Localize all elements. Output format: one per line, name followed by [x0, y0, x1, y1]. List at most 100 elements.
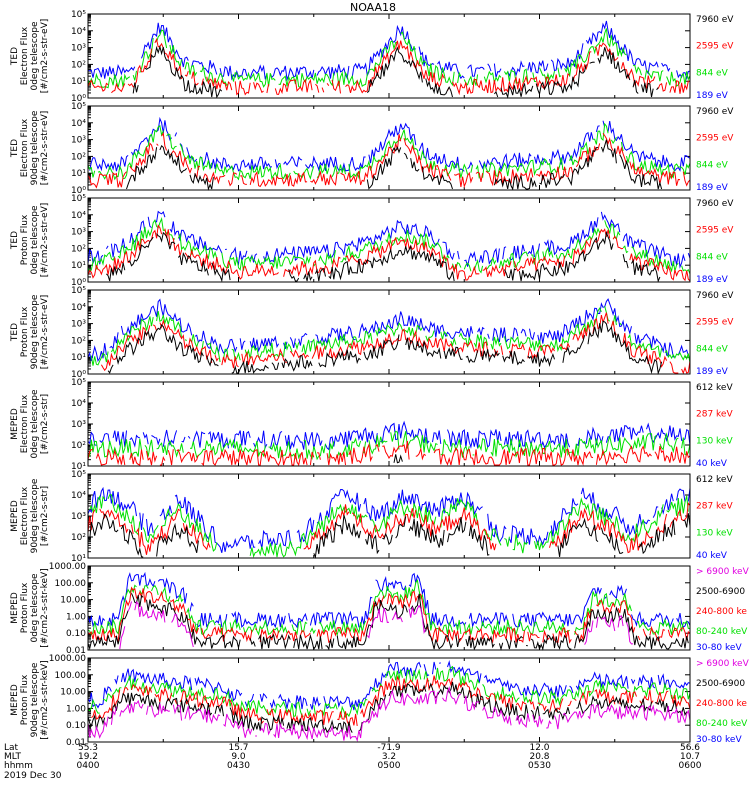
- series-line: [605, 424, 644, 443]
- series-line: [214, 704, 224, 717]
- series-line: [473, 334, 489, 349]
- series-line: [214, 163, 291, 181]
- legend-entry: > 6900 keV: [696, 567, 750, 577]
- series-line: [527, 245, 535, 258]
- series-line: [515, 700, 527, 712]
- series-line: [184, 70, 189, 77]
- series-line: [442, 241, 455, 261]
- series-line: [555, 227, 602, 263]
- series-line: [266, 83, 270, 94]
- series-line: [187, 435, 191, 439]
- series-line: [156, 29, 168, 49]
- series-line: [184, 706, 221, 725]
- legend-entry: 2595 eV: [696, 42, 734, 52]
- series-line: [206, 342, 221, 363]
- series-line: [457, 250, 460, 260]
- series-line: [597, 47, 631, 81]
- panel-frame: [87, 197, 691, 283]
- series-line: [127, 48, 152, 88]
- y-axis-label-line: TED: [10, 47, 20, 66]
- series-line: [328, 244, 455, 282]
- series-line: [177, 232, 219, 265]
- y-tick-label: 100.00: [55, 579, 87, 589]
- series-line: [110, 706, 117, 725]
- series-line: [580, 487, 651, 537]
- series-line: [482, 261, 512, 278]
- series-line: [542, 629, 550, 643]
- series-line: [498, 642, 504, 651]
- footer-row-label: 2019 Dec 30: [4, 771, 62, 781]
- series-line: [478, 247, 500, 265]
- series-line: [368, 122, 417, 164]
- series-line: [463, 262, 472, 272]
- series-line: [156, 522, 199, 557]
- series-line: [587, 320, 663, 375]
- series-line: [306, 708, 311, 717]
- series-line: [477, 438, 489, 453]
- series-line: [440, 498, 479, 528]
- series-line: [234, 80, 251, 96]
- footer-tick-lat: 56.6: [680, 743, 700, 753]
- y-tick-label: 10⁴: [71, 399, 86, 409]
- series-line: [612, 682, 630, 693]
- series-line: [602, 133, 614, 151]
- series-line: [201, 78, 204, 86]
- series-line: [435, 665, 480, 691]
- series-line: [141, 22, 189, 68]
- series-line: [127, 601, 132, 612]
- series-line: [483, 70, 502, 84]
- series-line: [365, 694, 387, 723]
- panel-5: 10¹ 10² 10³ 10⁴ 10⁵ MEPED Electron Flux 0deg te…: [10, 378, 733, 472]
- series-line: [124, 675, 139, 690]
- series-line: [626, 622, 634, 645]
- series-line: [95, 448, 126, 466]
- series-line: [370, 498, 437, 533]
- series-line: [89, 155, 129, 172]
- series-line: [544, 217, 599, 256]
- series-line: [676, 488, 686, 503]
- y-tick-label: 10³: [71, 136, 86, 146]
- series-line: [382, 440, 410, 460]
- series-line: [129, 142, 154, 173]
- series-line: [87, 438, 142, 458]
- series-line: [146, 705, 149, 715]
- legend-entry: 130 keV: [696, 528, 733, 538]
- series-line: [549, 698, 564, 713]
- series-line: [610, 136, 617, 145]
- series-line: [644, 69, 664, 82]
- series-line: [309, 696, 321, 710]
- series-line: [657, 673, 691, 690]
- panel-4: 10⁰ 10¹ 10² 10³ 10⁴ 10⁵ TED Proton Flux 90deg te…: [10, 286, 734, 380]
- series-line: [594, 688, 616, 706]
- series-line: [351, 24, 416, 78]
- series-line: [206, 76, 233, 91]
- series-line: [174, 494, 256, 553]
- series-line: [201, 341, 204, 352]
- series-line: [530, 634, 572, 651]
- series-line: [485, 257, 497, 271]
- series-line: [221, 252, 311, 271]
- series-line: [112, 430, 127, 448]
- legend-entry: 844 eV: [696, 252, 729, 262]
- legend-entry: 844 eV: [696, 344, 729, 354]
- series-line: [146, 450, 158, 466]
- series-line: [107, 364, 114, 374]
- series-line: [550, 43, 584, 72]
- series-line: [316, 64, 350, 80]
- series-line: [567, 700, 572, 707]
- series-line: [151, 703, 170, 718]
- series-line: [288, 612, 308, 629]
- series-line: [455, 635, 462, 648]
- series-line: [509, 244, 525, 261]
- legend-entry: 7960 eV: [696, 107, 734, 117]
- series-line: [512, 587, 602, 628]
- series-line: [107, 571, 156, 626]
- y-axis-label-line: [#/cm2-s-str]: [40, 486, 50, 546]
- legend-entry: 240-800 ke: [696, 699, 747, 709]
- series-line: [340, 134, 402, 186]
- series-line: [574, 698, 577, 701]
- y-axis-label-line: 0deg telescope: [30, 389, 40, 459]
- series-line: [502, 246, 507, 260]
- y-tick-label: 0.10: [66, 629, 86, 639]
- footer-tick-mlt: 3.2: [382, 752, 396, 762]
